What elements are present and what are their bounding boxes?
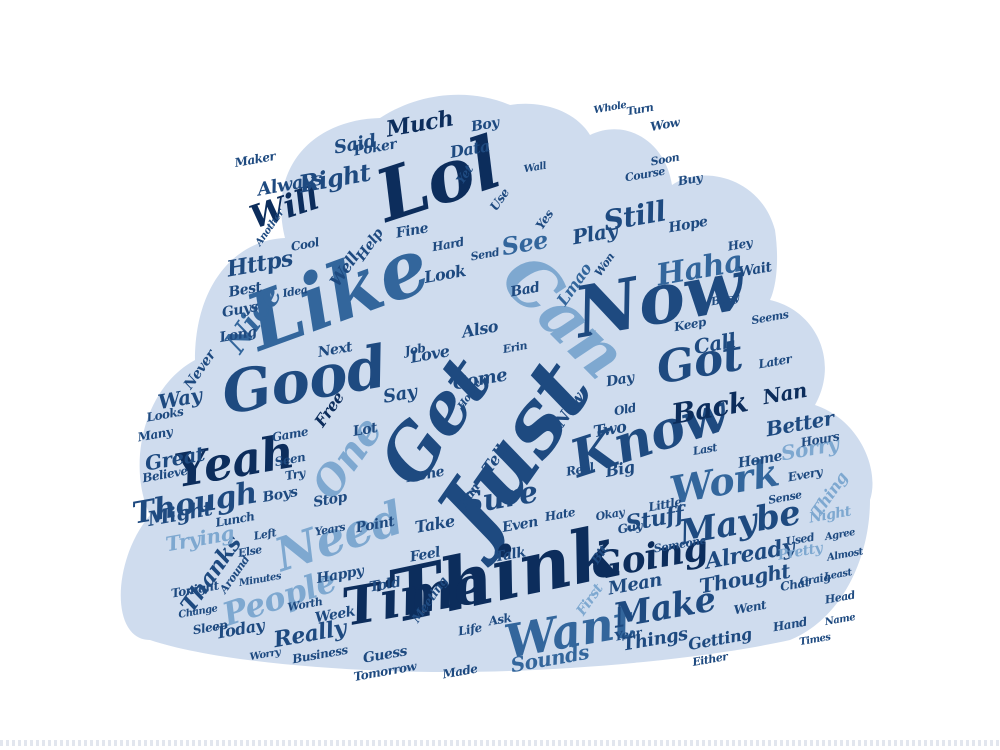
word-guess: Guess — [362, 643, 409, 667]
word-chat: Chat — [779, 575, 812, 594]
word-guys: Guys — [221, 299, 260, 321]
word-maker: Maker — [233, 149, 279, 170]
word-hey: Hey — [726, 235, 755, 253]
word-looks: Looks — [144, 404, 185, 425]
word-little: Little — [646, 495, 683, 515]
word-made: Made — [440, 661, 479, 681]
word-last: Last — [691, 441, 718, 458]
word-poker: Poker — [351, 136, 399, 160]
word-wall: Wall — [523, 161, 548, 176]
word-sense: Sense — [767, 488, 803, 507]
word-sleep: Sleep — [192, 617, 229, 637]
word-week: Week — [314, 604, 357, 627]
word-went: Went — [733, 598, 768, 618]
word-day: Day — [604, 369, 637, 390]
word-real: Real — [564, 460, 596, 479]
word-lot: Lot — [351, 420, 380, 440]
word-soon: Soon — [650, 151, 681, 169]
word-busy: Busy — [709, 290, 742, 308]
word-hate: Hate — [543, 505, 577, 524]
word-okay: Okay — [595, 505, 628, 523]
word-done: Done — [404, 464, 446, 487]
word-long: Long — [217, 324, 258, 347]
cloud-shape — [120, 94, 873, 672]
word-boys: Boys — [260, 484, 299, 506]
word-turn: Turn — [626, 101, 655, 119]
word-wow: Wow — [649, 115, 681, 134]
word-keep: Keep — [672, 315, 708, 335]
word-game: Game — [271, 424, 310, 444]
word-even: Even — [500, 514, 539, 536]
word-job: Job — [402, 341, 427, 359]
word-name: Name — [823, 612, 856, 628]
word-best: Best — [226, 279, 263, 301]
word-else: Else — [236, 543, 263, 560]
word-agree: Agree — [823, 527, 856, 543]
word-left: Left — [252, 526, 278, 543]
word-wait: Wait — [737, 259, 774, 281]
word-times: Times — [799, 632, 833, 648]
word-every: Every — [786, 464, 825, 484]
word-years: Years — [314, 520, 347, 538]
word-stop: Stop — [312, 489, 349, 511]
word-point: Point — [353, 514, 396, 537]
word-hard: Hard — [430, 235, 466, 255]
word-whole: Whole — [593, 100, 627, 117]
word-told: Told — [368, 574, 402, 595]
word-buy: Buy — [676, 170, 705, 188]
word-least: Least — [822, 567, 853, 583]
word-many: Many — [136, 424, 175, 444]
word-used: Used — [785, 530, 816, 548]
word-worth: Worth — [286, 595, 323, 614]
word-old: Old — [613, 401, 638, 419]
word-fine: Fine — [394, 220, 430, 242]
word-cool: Cool — [290, 235, 321, 254]
word-ask: Ask — [486, 611, 512, 629]
word-bad: Bad — [508, 279, 541, 300]
word-send: Send — [470, 245, 501, 263]
word-talk: Talk — [493, 544, 527, 565]
word-seems: Seems — [750, 308, 789, 327]
word-seen: Seen — [274, 450, 307, 469]
word-feel: Feel — [408, 544, 442, 565]
word-hope: Hope — [666, 214, 709, 237]
word-life: Life — [456, 620, 484, 638]
bottom-border-strip — [0, 740, 1000, 746]
word-night: Night — [807, 503, 853, 526]
word-year: Year — [613, 625, 644, 644]
word-hand: Hand — [771, 614, 809, 634]
word-later: Later — [756, 351, 794, 371]
word-boy: Boy — [469, 114, 501, 135]
word-idea: Idea — [281, 283, 309, 300]
word-try: Try — [284, 466, 307, 483]
word-next: Next — [316, 339, 355, 361]
word-hours: Hours — [799, 429, 841, 450]
word-guy: Guy — [617, 518, 645, 536]
word-head: Head — [823, 588, 857, 606]
word-craig: Craig — [798, 570, 832, 588]
word-home: Home — [736, 448, 784, 472]
word-erin: Erin — [501, 339, 529, 356]
word-lunch: Lunch — [213, 509, 255, 530]
